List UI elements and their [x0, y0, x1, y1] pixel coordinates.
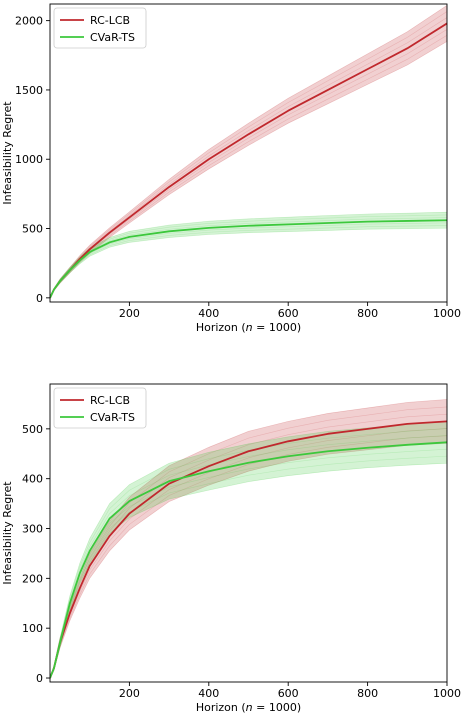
y-axis-label: Infeasibility Regret — [1, 101, 14, 205]
cvar-ts-line — [50, 441, 447, 679]
top-chart: 200 400 600 800 1000 0 500 1000 1500 2000 Horizon … — [1, 3, 461, 334]
plot-frame — [49, 383, 448, 683]
x-tick-label: 200 — [119, 687, 140, 700]
cvar-ts-band — [50, 421, 447, 679]
cvar-ts-band-line — [50, 448, 447, 679]
y-tick-label: 0 — [36, 292, 43, 305]
legend: RC-LCB CVaR-TS — [53, 387, 147, 429]
rc-lcb-band — [50, 5, 447, 298]
x-tick-label: 800 — [357, 307, 378, 320]
rc-lcb-line — [50, 420, 447, 679]
x-tick-label: 600 — [278, 687, 299, 700]
rc-lcb-band-line — [50, 11, 447, 298]
x-tick-label: 800 — [357, 687, 378, 700]
y-tick-label: 100 — [22, 622, 43, 635]
cvar-ts-band-line — [50, 214, 447, 298]
x-tick-label: 200 — [119, 307, 140, 320]
legend: RC-LCB CVaR-TS — [53, 7, 147, 49]
x-tick-label: 1000 — [433, 687, 461, 700]
rc-lcb-band — [50, 399, 447, 679]
bottom-chart: 200 400 600 800 1000 0 100 200 300 400 500 Horizon … — [1, 383, 461, 714]
x-tick-label: 600 — [278, 307, 299, 320]
y-tick-label: 2000 — [15, 15, 43, 28]
y-tick-label: 500 — [22, 423, 43, 436]
y-tick-label: 0 — [36, 672, 43, 685]
y-tick-label: 400 — [22, 473, 43, 486]
y-tick-label: 500 — [22, 223, 43, 236]
cvar-ts-band-line — [50, 428, 447, 679]
y-tick-label: 200 — [22, 572, 43, 585]
legend-label-rc-lcb: RC-LCB — [90, 394, 130, 407]
y-tick-label: 1500 — [15, 84, 43, 97]
x-axis-label: Horizon (n = 1000) — [196, 321, 301, 334]
legend-box — [53, 387, 147, 429]
legend-label-cvar-ts: CVaR-TS — [90, 31, 135, 44]
legend-label-rc-lcb: RC-LCB — [90, 14, 130, 27]
x-axis-label: Horizon (n = 1000) — [196, 701, 301, 714]
legend-box — [53, 7, 147, 49]
plot-frame — [49, 3, 448, 303]
x-tick-label: 1000 — [433, 307, 461, 320]
y-tick-label: 1000 — [15, 153, 43, 166]
plot-area — [50, 399, 447, 679]
y-tick-label: 300 — [22, 523, 43, 536]
cvar-ts-band-line — [50, 455, 447, 679]
rc-lcb-band-line — [50, 35, 447, 298]
cvar-ts-band-line — [50, 225, 447, 298]
y-axis-label: Infeasibility Regret — [1, 481, 14, 585]
cvar-ts-line — [50, 219, 447, 299]
plot-area — [50, 5, 447, 299]
x-tick-label: 400 — [198, 307, 219, 320]
legend-label-cvar-ts: CVaR-TS — [90, 411, 135, 424]
rc-lcb-band-line — [50, 435, 447, 679]
x-tick-label: 400 — [198, 687, 219, 700]
